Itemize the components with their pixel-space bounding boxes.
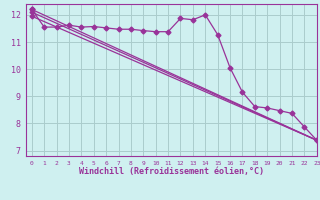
X-axis label: Windchill (Refroidissement éolien,°C): Windchill (Refroidissement éolien,°C): [79, 167, 264, 176]
